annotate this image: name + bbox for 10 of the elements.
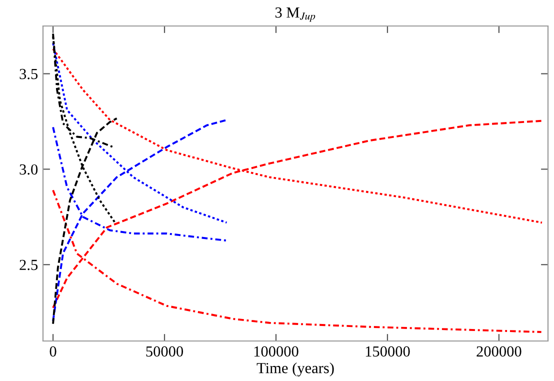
x-tick-label: 50000: [146, 346, 184, 357]
y-tick-label: 3.0: [20, 164, 38, 175]
x-tick-label: 100000: [254, 346, 298, 357]
x-axis-title: Time (years): [256, 362, 334, 376]
x-tick-label: 150000: [366, 346, 410, 357]
chart-title: 3 M$_{Jup}$: [275, 7, 316, 22]
x-tick-label: 200000: [476, 346, 522, 357]
x-tick-label: 0: [50, 346, 56, 357]
y-tick-label: 3.5: [20, 68, 38, 80]
y-tick-label: 2.5: [20, 260, 38, 270]
